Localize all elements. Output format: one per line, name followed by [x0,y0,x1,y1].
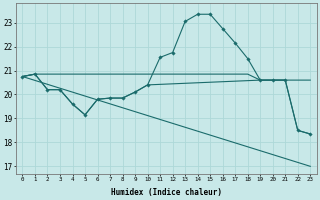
X-axis label: Humidex (Indice chaleur): Humidex (Indice chaleur) [111,188,222,197]
